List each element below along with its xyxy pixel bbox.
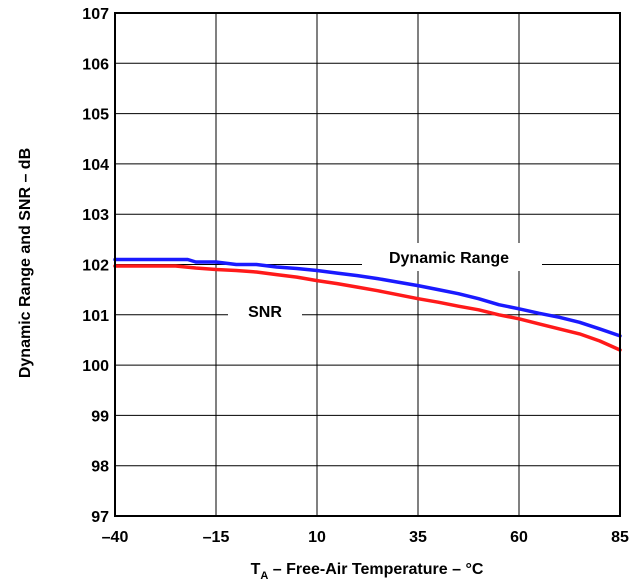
series-lines <box>113 257 622 352</box>
x-axis-title: TA – Free-Air Temperature – °C <box>251 561 484 582</box>
x-tick-label: 10 <box>308 529 326 546</box>
y-tick-label: 103 <box>82 207 109 224</box>
snr-line <box>113 264 622 352</box>
snr-label: SNR <box>248 304 282 321</box>
y-tick-label: 100 <box>82 358 109 375</box>
dynamic-range-annotation: Dynamic Range <box>362 243 542 271</box>
y-tick-label: 97 <box>91 509 109 526</box>
y-tick-label: 99 <box>91 408 109 425</box>
dynamic-range-label-background <box>362 243 542 271</box>
x-tick-label: 60 <box>510 529 528 546</box>
x-tick-label: 85 <box>611 529 629 546</box>
x-tick-label: –15 <box>203 529 230 546</box>
dynamic-range-label: Dynamic Range <box>389 250 509 267</box>
y-tick-label: 102 <box>82 258 109 275</box>
y-tick-label: 107 <box>82 6 109 23</box>
y-tick-label: 106 <box>82 56 109 73</box>
dynamic-range-line <box>113 257 622 338</box>
x-axis-title-subscript: A <box>260 570 268 582</box>
x-axis-title-rest: – Free-Air Temperature – °C <box>268 561 484 578</box>
x-tick-label: –40 <box>102 529 129 546</box>
y-axis-title: Dynamic Range and SNR – dB <box>17 148 34 378</box>
plot-frame <box>114 12 621 517</box>
y-tick-labels: 97 98 99 100 101 102 103 104 105 106 107 <box>82 6 109 526</box>
snr-label-background <box>228 297 302 325</box>
y-tick-label: 104 <box>82 157 109 174</box>
x-tick-labels: –40 –15 10 35 60 85 <box>102 529 629 546</box>
y-tick-label: 101 <box>82 308 109 325</box>
y-tick-label: 98 <box>91 459 109 476</box>
x-axis-title-main: T <box>251 561 261 578</box>
x-tick-label: 35 <box>409 529 427 546</box>
snr-annotation: SNR <box>228 297 302 325</box>
y-tick-label: 105 <box>82 107 109 124</box>
